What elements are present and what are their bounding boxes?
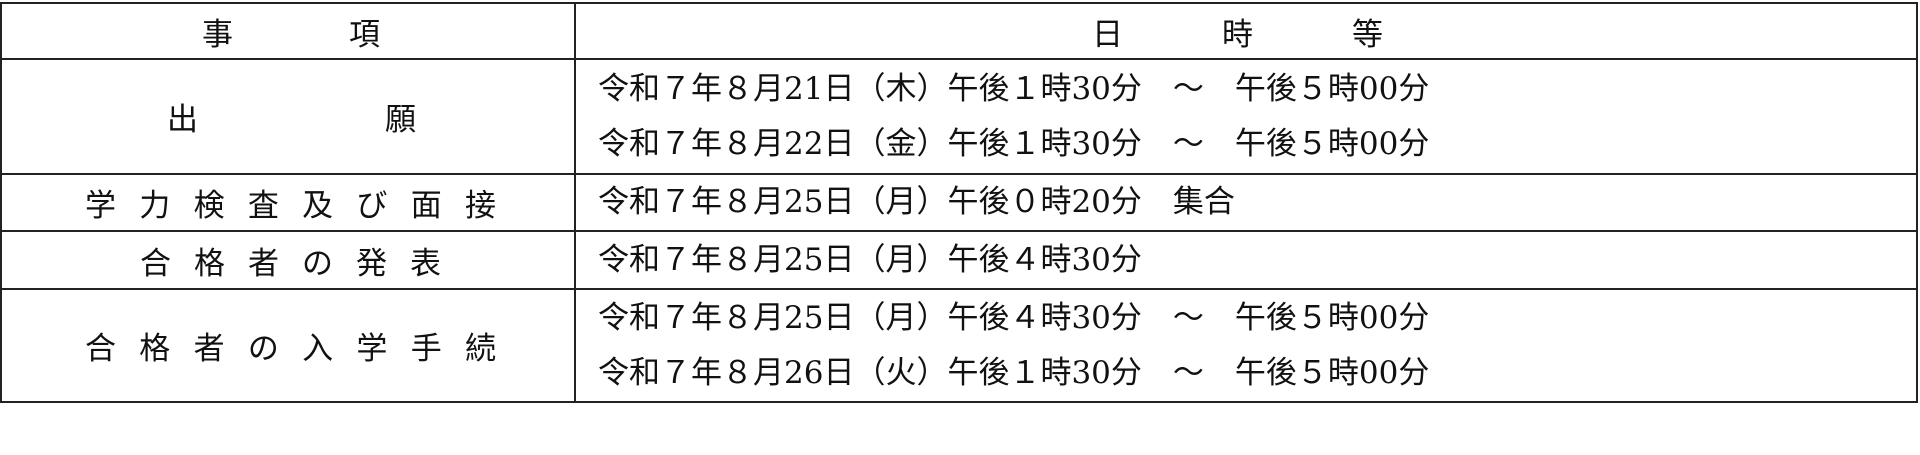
dates-cell: 令和７年８月25日（月）午後４時30分 bbox=[574, 230, 1918, 290]
date-line: 令和７年８月25日（月）午後４時30分 bbox=[598, 241, 1142, 278]
table-row: 出願 令和７年８月21日（木）午後１時30分 ～ 午後５時00分 令和７年８月22日… bbox=[0, 58, 1918, 175]
item-cell: 合格者の入学手続 bbox=[0, 288, 576, 403]
table-row: 合格者の入学手続 令和７年８月25日（月）午後４時30分 ～ 午後５時00分 令和７… bbox=[0, 288, 1918, 403]
header-row: 事項 日時等 bbox=[0, 2, 1918, 60]
header-cell: 事項 bbox=[0, 2, 576, 60]
dates-cell: 令和７年８月25日（月）午後０時20分 集合 bbox=[574, 173, 1918, 232]
table-row: 合格者の発表 令和７年８月25日（月）午後４時30分 bbox=[0, 230, 1918, 290]
table-body: 事項 日時等 出願 令和７年８月21日（木）午後１時30分 ～ 午後５時00分 令和… bbox=[0, 2, 1918, 403]
header-cell: 日時等 bbox=[574, 2, 1918, 60]
item-cell: 合格者の発表 bbox=[0, 230, 576, 290]
item-cell: 学力検査及び面接 bbox=[0, 173, 576, 232]
date-line: 令和７年８月25日（月）午後４時30分 ～ 午後５時00分 bbox=[598, 299, 1430, 336]
date-line: 令和７年８月26日（火）午後１時30分 ～ 午後５時00分 bbox=[598, 354, 1430, 391]
item-cell: 出願 bbox=[0, 58, 576, 175]
dates-cell: 令和７年８月21日（木）午後１時30分 ～ 午後５時00分 令和７年８月22日（金… bbox=[574, 58, 1918, 175]
table-row: 学力検査及び面接 令和７年８月25日（月）午後０時20分 集合 bbox=[0, 173, 1918, 232]
date-line: 令和７年８月22日（金）午後１時30分 ～ 午後５時00分 bbox=[598, 125, 1430, 162]
schedule-table: 事項 日時等 出願 令和７年８月21日（木）午後１時30分 ～ 午後５時00分 令和… bbox=[0, 2, 1918, 403]
date-line: 令和７年８月25日（月）午後０時20分 集合 bbox=[598, 184, 1235, 220]
dates-cell: 令和７年８月25日（月）午後４時30分 ～ 午後５時00分 令和７年８月26日（火… bbox=[574, 288, 1918, 403]
date-line: 令和７年８月21日（木）午後１時30分 ～ 午後５時00分 bbox=[598, 70, 1430, 107]
